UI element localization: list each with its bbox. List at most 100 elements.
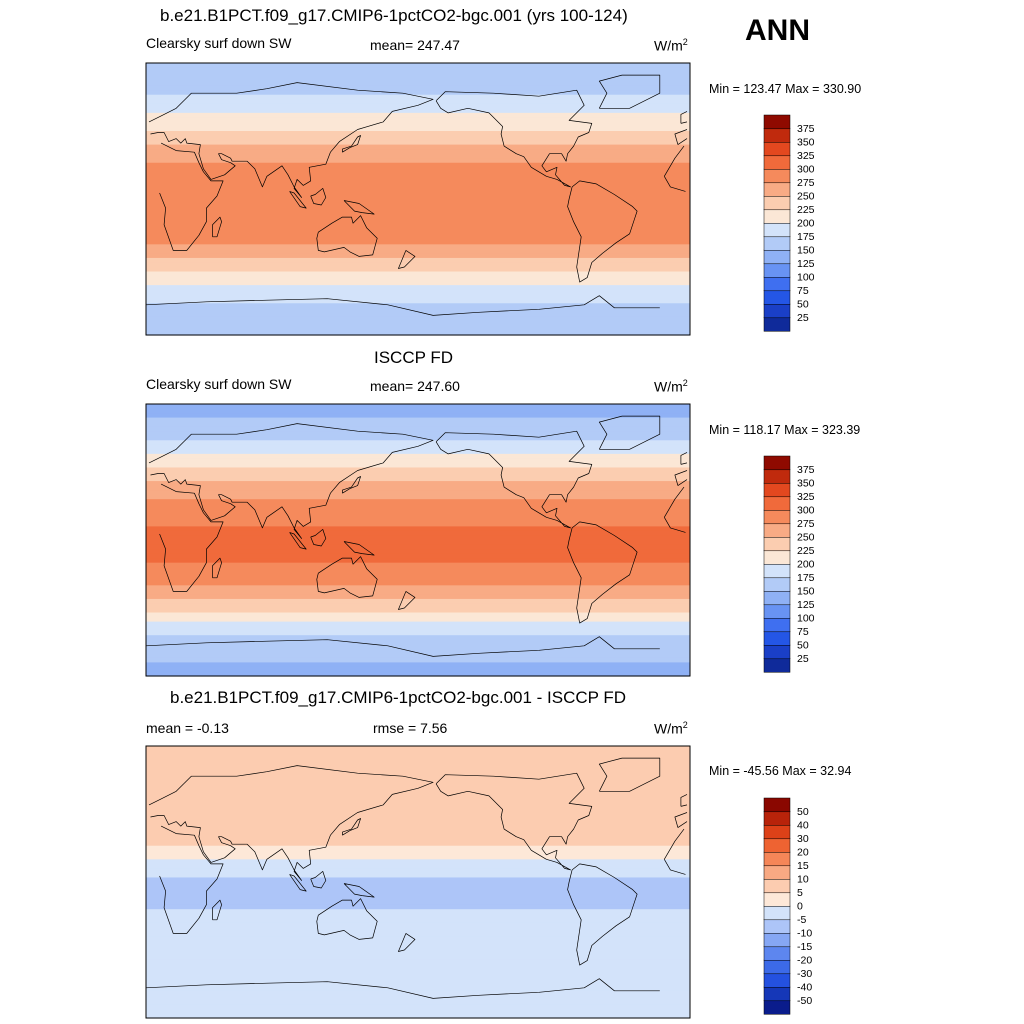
field-band [146,267,690,273]
field-band [146,63,690,69]
field-band [146,945,690,951]
field-band [146,221,690,227]
field-band [146,786,690,792]
field-band [146,203,690,209]
field-band [146,900,690,906]
field-band [146,117,690,123]
coastline [145,295,660,316]
field-band [146,226,690,232]
colorbar-tick-label: 20 [797,847,809,859]
colorbar-box [763,496,791,511]
coastline [212,557,222,579]
field-band [146,108,690,114]
coastline [567,863,638,966]
field-band [146,594,690,600]
field-band [146,90,690,96]
colorbar-tick-label: 150 [797,586,815,598]
field-band [146,530,690,537]
colorbar-box [763,959,791,975]
field-band [146,303,690,309]
colorbar-tick-label: 175 [797,572,815,584]
colorbar-tick-label: 300 [797,505,815,517]
field-band [146,877,690,883]
field-band [146,804,690,811]
field-band [146,298,690,304]
field-band [146,571,690,577]
field-band [146,598,690,605]
field-band [146,755,690,761]
field-band [146,854,690,860]
field-band [146,927,690,933]
field-band [146,244,690,250]
colorbar-tick-label: 300 [797,164,815,176]
field-band [146,863,690,869]
colorbar-tick-label: 350 [797,137,815,149]
colorbar-box [763,290,791,305]
field-band [146,931,690,937]
field-band [146,644,690,650]
colorbar-box [763,550,791,565]
field-band [146,977,690,983]
field-band [146,449,690,455]
colorbar-tick-label: 375 [797,123,815,135]
field-band [146,230,690,236]
field-band [146,773,690,779]
field-band [146,940,690,947]
colorbar-box [763,482,791,498]
field-band [146,408,690,414]
coastline [159,142,686,251]
colorbar-tick-label: 50 [797,299,809,311]
colorbar-tick-label: 10 [797,874,809,886]
field-band [146,608,690,614]
field-band [146,131,690,137]
colorbar-box [763,128,791,143]
field-band [146,959,690,965]
field-band [146,325,690,332]
colorbar-tick-label: 150 [797,245,815,257]
field-band [146,99,690,105]
colorbar-box [763,317,791,332]
colorbar-box [763,263,791,278]
field-band [146,981,690,987]
coastlines [145,757,688,999]
field-band [146,841,690,847]
field-band [146,312,690,318]
colorbar-box [763,797,791,813]
field-band [146,294,690,300]
colorbar-tick-label: 40 [797,820,809,832]
colorbar-box [763,509,791,525]
field-band [146,576,690,582]
coastline [680,111,688,124]
colorbar-box [763,455,791,471]
field-band [146,635,690,641]
field-band [146,431,690,437]
coastline [148,423,688,539]
field-band [146,818,690,824]
field-band [146,81,690,87]
coastline [310,871,327,889]
panel-1-mean-label: mean= 247.47 [370,37,460,53]
field-band [146,485,690,491]
coastline [598,415,661,450]
colorbar-box [763,523,791,538]
colorbar-tick-label: 250 [797,191,815,203]
field-bands [146,404,690,677]
colorbar-box [763,986,791,1002]
field-band [146,417,690,423]
colorbar-tick-label: -30 [797,968,812,980]
coastline [212,216,222,238]
field-band [146,603,690,609]
field-band [146,499,690,505]
field-band [146,321,690,327]
field-band [146,199,690,205]
panel-1-variable-label: Clearsky surf down SW [146,35,292,51]
coastline [342,135,361,153]
field-band [146,918,690,924]
colorbar-box [763,469,791,484]
field-band [146,316,690,322]
coastline [289,532,307,550]
field-band [146,422,690,428]
field-band [146,814,690,820]
colorbar-tick-label: 375 [797,464,815,476]
